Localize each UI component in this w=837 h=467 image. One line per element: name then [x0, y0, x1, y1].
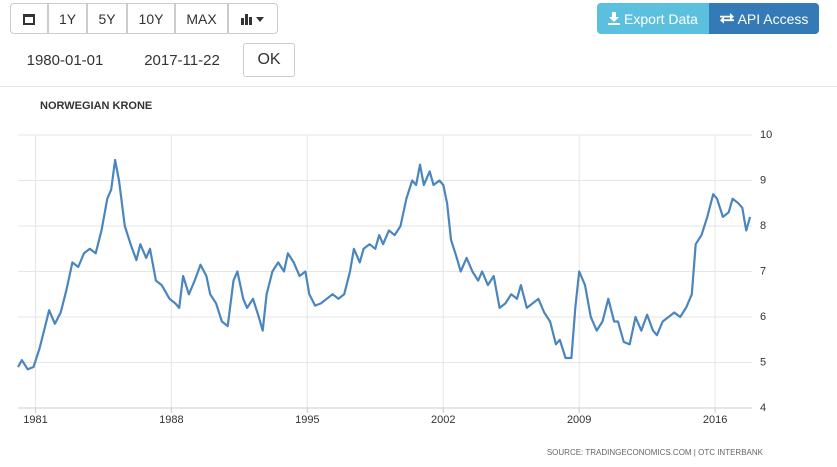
divider: [0, 86, 837, 87]
exchange-icon: [719, 12, 734, 24]
api-button[interactable]: API Access: [709, 3, 819, 34]
download-icon: [608, 12, 621, 25]
x-tick-label: 1995: [295, 414, 319, 426]
source: SOURCE: TRADINGECONOMICS.COM | OTC INTER…: [547, 448, 764, 457]
x-tick-label: 2009: [567, 414, 591, 426]
y-tick-label: 5: [760, 356, 766, 368]
chart-icon: [241, 13, 264, 25]
export-label: Export Data: [624, 10, 698, 27]
range-button[interactable]: MAX: [175, 3, 228, 34]
end-date[interactable]: 2017-11-22: [126, 43, 238, 77]
y-tick-label: 7: [760, 265, 766, 277]
calendar-icon: [23, 13, 35, 25]
range-button[interactable]: 5Y: [87, 3, 127, 34]
y-tick-label: 6: [760, 311, 766, 323]
x-tick-label: 2016: [703, 414, 727, 426]
chart: NORWEGIAN KRONE SOURCE: TRADINGECONOMICS…: [17, 100, 772, 457]
chart-title: NORWEGIAN KRONE: [40, 100, 152, 112]
x-tick-label: 1981: [23, 414, 47, 426]
y-tick-label: 8: [760, 220, 766, 232]
y-tick-label: 4: [760, 402, 766, 414]
range-button[interactable]: 10Y: [127, 3, 175, 34]
calendar-button[interactable]: [10, 3, 48, 34]
x-tick-label: 2002: [431, 414, 455, 426]
api-label: API Access: [737, 10, 809, 27]
export-button[interactable]: Export Data: [597, 3, 709, 34]
start-date[interactable]: 1980-01-01: [10, 43, 120, 77]
chart-type-button[interactable]: [228, 3, 278, 34]
line: [17, 158, 752, 371]
range-button[interactable]: 1Y: [48, 3, 87, 34]
x-tick-label: 1988: [159, 414, 183, 426]
y-tick-label: 10: [760, 129, 772, 141]
y-tick-label: 9: [760, 174, 766, 186]
ok-button[interactable]: OK: [243, 43, 295, 77]
